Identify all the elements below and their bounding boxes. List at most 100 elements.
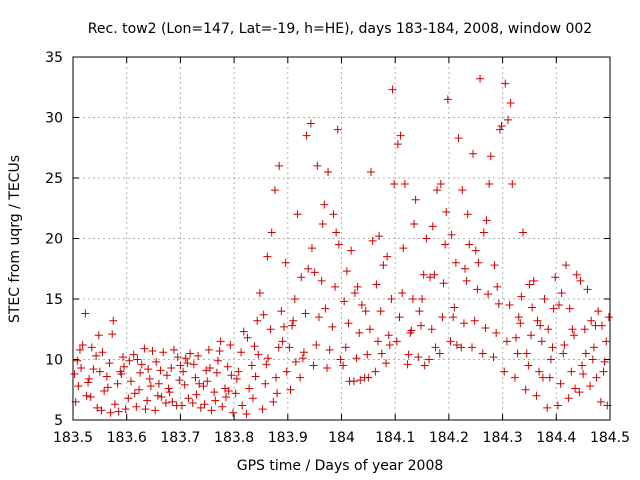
- data-point: [503, 115, 512, 124]
- data-point: [516, 319, 525, 328]
- data-point: [493, 282, 502, 291]
- data-point: [383, 252, 392, 261]
- data-point: [274, 343, 283, 352]
- data-point: [323, 363, 332, 372]
- data-point: [281, 258, 290, 267]
- data-point: [367, 167, 376, 176]
- data-point: [125, 356, 134, 365]
- data-point: [318, 219, 327, 228]
- data-point: [263, 354, 272, 363]
- data-point: [580, 325, 589, 334]
- data-point: [277, 307, 286, 316]
- data-point: [192, 390, 201, 399]
- data-point: [148, 347, 157, 356]
- data-point: [145, 374, 154, 383]
- data-point: [365, 325, 374, 334]
- data-point: [436, 180, 445, 189]
- data-point: [457, 343, 466, 352]
- data-point: [117, 370, 126, 379]
- data-point: [395, 313, 404, 322]
- data-point: [463, 210, 472, 219]
- data-point: [189, 360, 198, 369]
- data-point: [299, 348, 308, 357]
- data-point: [400, 180, 409, 189]
- data-point: [118, 353, 127, 362]
- data-point: [314, 313, 323, 322]
- data-point: [245, 384, 254, 393]
- data-point: [231, 389, 240, 398]
- data-point: [398, 288, 407, 297]
- data-point: [377, 349, 386, 358]
- data-point: [93, 403, 102, 412]
- grid-lines: [73, 57, 610, 420]
- data-point: [186, 349, 195, 358]
- data-point: [312, 340, 321, 349]
- data-point: [375, 232, 384, 241]
- data-point: [482, 216, 491, 225]
- data-point: [575, 388, 584, 397]
- data-point: [372, 280, 381, 289]
- data-point: [462, 276, 471, 285]
- x-tick-label: 183.7: [160, 430, 200, 446]
- x-tick-label: 183.5: [53, 430, 93, 446]
- data-point: [169, 345, 178, 354]
- data-point: [161, 399, 170, 408]
- data-point: [121, 405, 130, 414]
- data-point: [447, 230, 456, 239]
- data-point: [486, 152, 495, 161]
- x-tick-label: 184.4: [536, 430, 576, 446]
- data-point: [387, 295, 396, 303]
- data-point: [285, 343, 294, 352]
- data-point: [471, 246, 480, 255]
- data-point: [339, 361, 348, 370]
- data-point: [102, 372, 111, 381]
- data-point: [385, 340, 394, 349]
- data-point: [203, 377, 212, 386]
- data-point: [270, 186, 279, 195]
- data-point: [234, 367, 243, 376]
- data-point: [140, 344, 149, 353]
- data-point: [333, 125, 342, 134]
- data-point: [505, 301, 514, 310]
- data-point: [334, 240, 343, 249]
- data-point: [350, 288, 359, 297]
- data-point: [519, 228, 528, 237]
- data-point: [461, 264, 470, 273]
- data-point: [310, 268, 319, 277]
- data-point: [210, 388, 219, 397]
- data-point: [407, 326, 416, 335]
- data-point: [302, 131, 311, 140]
- data-point: [589, 343, 598, 352]
- data-point: [255, 288, 264, 297]
- data-point: [512, 333, 521, 342]
- data-point: [599, 367, 608, 376]
- data-point: [596, 397, 605, 406]
- data-point: [532, 391, 541, 400]
- data-point: [92, 351, 101, 360]
- data-point: [469, 149, 478, 158]
- data-point: [156, 366, 165, 375]
- data-point: [103, 383, 112, 392]
- data-point: [222, 393, 231, 402]
- data-point: [194, 351, 203, 360]
- data-point: [524, 361, 533, 370]
- data-point: [280, 322, 289, 331]
- data-point: [136, 368, 145, 377]
- data-point: [275, 161, 284, 170]
- data-point: [459, 319, 468, 328]
- data-point: [357, 301, 366, 310]
- data-point: [344, 319, 353, 328]
- data-point: [513, 349, 522, 358]
- data-point: [419, 270, 428, 279]
- data-point: [528, 303, 537, 312]
- data-point: [536, 321, 545, 330]
- data-point: [345, 377, 354, 386]
- data-point: [239, 327, 248, 336]
- data-point: [474, 258, 483, 267]
- data-point: [242, 409, 251, 418]
- data-point: [404, 350, 413, 359]
- data-point: [267, 228, 276, 237]
- data-point: [578, 361, 587, 370]
- data-point: [396, 131, 405, 140]
- data-point: [82, 391, 91, 400]
